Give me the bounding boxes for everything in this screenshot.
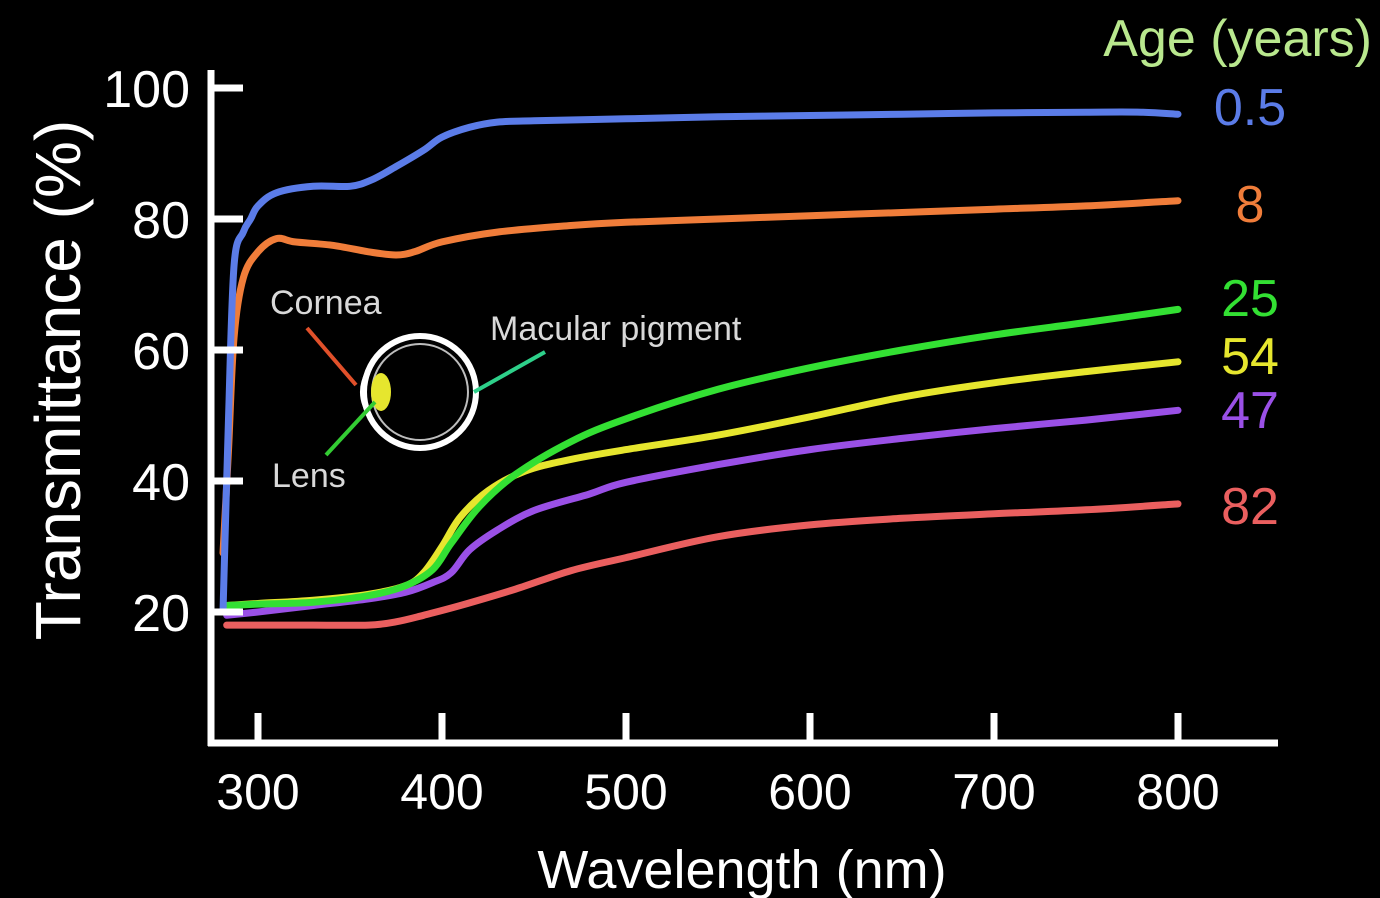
legend-label-age-25: 25 bbox=[1221, 270, 1279, 328]
x-axis-label: Wavelength (nm) bbox=[537, 840, 946, 898]
macular-pointer bbox=[473, 350, 546, 394]
series-line-age-8 bbox=[219, 197, 1182, 557]
y-tick-label: 20 bbox=[132, 585, 190, 643]
legend-label-age-47: 47 bbox=[1221, 382, 1279, 440]
series-line-age-0-5 bbox=[219, 108, 1182, 616]
legend-label-age-0-5: 0.5 bbox=[1214, 79, 1286, 137]
lens-shape bbox=[371, 373, 391, 411]
y-tick-label: 60 bbox=[132, 323, 190, 381]
x-tick-label: 400 bbox=[400, 764, 483, 820]
legend-label-age-82: 82 bbox=[1221, 478, 1279, 536]
cornea-pointer bbox=[305, 326, 358, 387]
cornea-shape bbox=[360, 363, 374, 421]
y-tick-label: 40 bbox=[132, 454, 190, 512]
lens-label: Lens bbox=[272, 457, 346, 495]
x-tick-label: 600 bbox=[768, 764, 851, 820]
cornea-label: Cornea bbox=[270, 284, 382, 322]
legend-label-age-54: 54 bbox=[1221, 328, 1279, 386]
y-tick-label: 100 bbox=[103, 61, 190, 119]
y-tick-label: 80 bbox=[132, 192, 190, 250]
y-axis-label: Transmittance (%) bbox=[22, 120, 94, 640]
tick-labels: 20 40 60 80 100 300 400 500 600 700 800 bbox=[103, 61, 1219, 820]
series-line-age-82 bbox=[223, 500, 1182, 629]
axes bbox=[207, 70, 1278, 747]
legend-label-age-8: 8 bbox=[1236, 176, 1265, 234]
x-tick-label: 700 bbox=[952, 764, 1035, 820]
macular-pigment-label: Macular pigment bbox=[490, 310, 742, 348]
x-tick-label: 800 bbox=[1136, 764, 1219, 820]
series-line-age-54 bbox=[223, 358, 1182, 609]
series-lines bbox=[219, 108, 1182, 629]
x-tick-label: 500 bbox=[584, 764, 667, 820]
x-tick-label: 300 bbox=[216, 764, 299, 820]
series-line-age-25 bbox=[223, 305, 1182, 609]
eye-diagram: Cornea Lens Macular pigment bbox=[270, 284, 742, 495]
legend-title: Age (years) bbox=[1103, 10, 1372, 68]
lens-pointer bbox=[324, 400, 377, 457]
